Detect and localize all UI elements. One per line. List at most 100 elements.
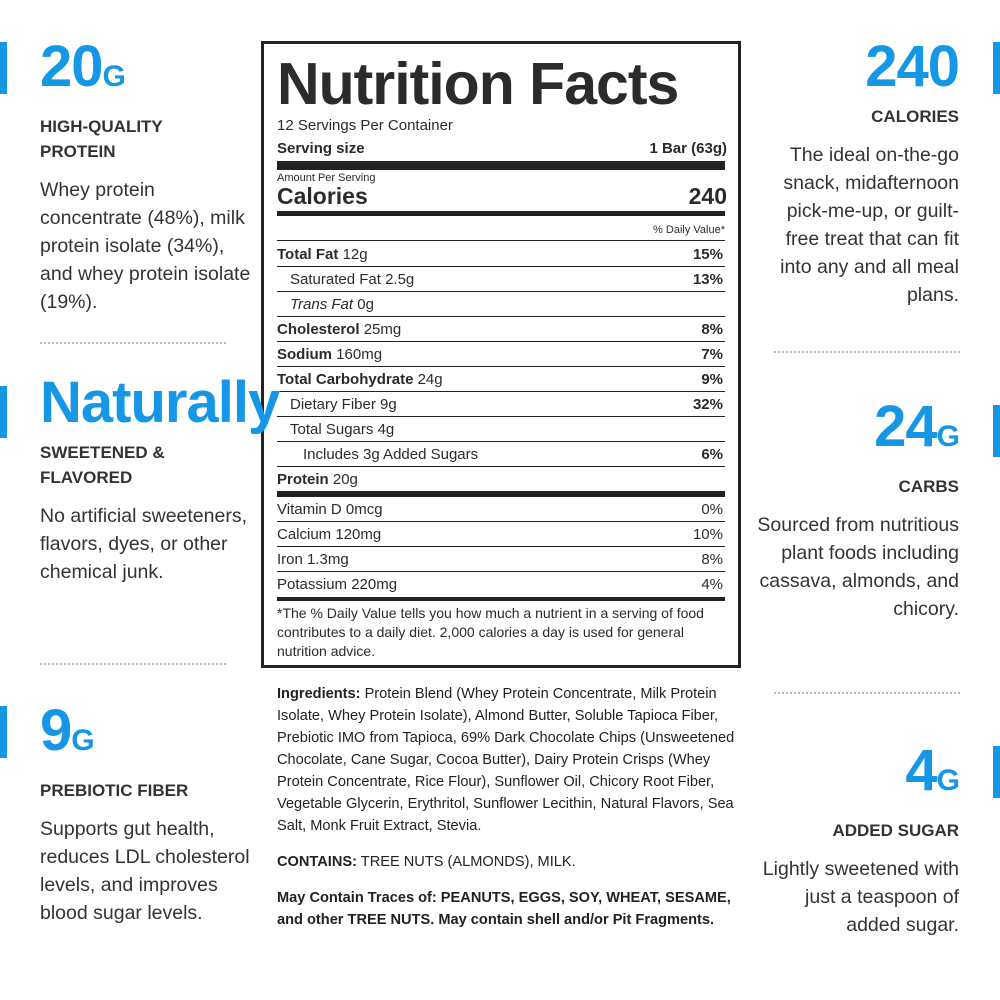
feature-number: 24 <box>874 394 938 459</box>
accent-bar <box>993 746 1000 798</box>
nutrient-row: Vitamin D 0mcg 0% <box>277 497 725 522</box>
nutrient-amount: 0g <box>357 296 374 313</box>
nutrient-amount: 1.3mg <box>307 551 349 568</box>
feature: 4G ADDED SUGAR Lightly sweetened with just… <box>754 738 960 939</box>
feature-number: 240 <box>865 34 960 99</box>
nutrient-name: Calcium <box>277 526 332 543</box>
feature-text: Supports gut health, reduces LDL cholest… <box>40 818 250 924</box>
footnote: *The % Daily Value tells you how much a … <box>277 605 704 659</box>
nutrient-name: Vitamin D <box>277 501 342 518</box>
daily-value: 32% <box>692 396 723 413</box>
nutrient-row: Trans Fat 0g <box>277 292 725 317</box>
nutrient-row: Total Sugars 4g <box>277 417 725 442</box>
nutrient-name: Iron <box>277 551 303 568</box>
nutrient-amount: 120mg <box>335 526 382 543</box>
accent-bar <box>0 42 7 94</box>
feature-heading: PREBIOTIC FIBER <box>40 781 189 800</box>
nutrient-row: Saturated Fat 2.5g 13% <box>277 267 725 292</box>
nutrient-row: Includes 3g Added Sugars 6% <box>277 442 725 467</box>
rule <box>277 161 725 170</box>
ingredient-text: CONTAINS: <box>277 854 357 870</box>
feature-heading: CALORIES <box>871 107 959 126</box>
feature: Naturally SWEETENED & FLAVORED No artifici… <box>40 370 280 586</box>
feature-value: 20G <box>40 34 255 110</box>
nutrient-name: Total Sugars <box>290 421 374 438</box>
nutrient-row: Cholesterol 25mg 8% <box>277 317 725 342</box>
feature-number: 20 <box>40 34 104 99</box>
ingredient-text: TREE NUTS (ALMONDS), MILK. <box>357 854 576 870</box>
ingredient-text: Protein Blend (Whey Protein Concentrate,… <box>277 686 735 834</box>
nutrient-row: Sodium 160mg 7% <box>277 342 725 367</box>
ingredient-text: Ingredients: <box>277 686 361 702</box>
feature-text: Lightly sweetened with just a teaspoon o… <box>762 858 959 936</box>
daily-value: 7% <box>701 346 723 363</box>
amount-per-serving: Amount Per Serving <box>277 172 376 184</box>
separator <box>774 351 960 353</box>
nutrient-amount: 2.5g <box>385 271 415 288</box>
daily-value: 10% <box>692 526 723 543</box>
nutrient-name: Trans Fat <box>290 296 354 313</box>
feature-text: Sourced from nutritious plant foods incl… <box>757 514 959 620</box>
feature-unit: G <box>71 724 94 757</box>
feature-value: Naturally <box>40 370 280 436</box>
nutrition-label: Nutrition Facts 12 Servings Per Containe… <box>261 41 741 668</box>
feature-number: 9 <box>40 698 72 763</box>
nutrient-amount: 20g <box>332 471 358 488</box>
rule <box>277 240 725 241</box>
rule <box>277 491 725 497</box>
feature-heading: CARBS <box>898 477 959 496</box>
daily-value: 15% <box>692 246 723 263</box>
nutrient-amount: 220mg <box>351 576 398 593</box>
feature-number: Naturally <box>40 370 280 435</box>
daily-value: 6% <box>701 446 723 463</box>
feature: 20G HIGH-QUALITY PROTEIN Whey protein conc… <box>40 34 255 316</box>
feature-value: 9G <box>40 698 255 774</box>
nutrient-amount: 24g <box>417 371 443 388</box>
feature: 9G PREBIOTIC FIBER Supports gut health, re… <box>40 698 255 927</box>
feature: 24G CARBS Sourced from nutritious plant fo… <box>754 394 960 623</box>
daily-value: 4% <box>701 576 723 593</box>
separator <box>40 342 226 344</box>
ingredient-paragraph: May Contain Traces of: PEANUTS, EGGS, SO… <box>277 887 737 931</box>
separator <box>40 663 226 665</box>
nutrient-row: Potassium 220mg 4% <box>277 572 725 596</box>
serving-size: 1 Bar (63g) <box>649 140 727 157</box>
daily-value: 8% <box>701 551 723 568</box>
daily-value: 0% <box>701 501 723 518</box>
nutrient-name: Protein <box>277 471 329 488</box>
nutrient-name: Includes 3g Added Sugars <box>303 446 479 463</box>
ingredient-paragraph: CONTAINS: TREE NUTS (ALMONDS), MILK. <box>277 851 737 873</box>
feature-value: 240 <box>754 34 960 100</box>
accent-bar <box>993 405 1000 457</box>
nutrient-row: Total Fat 12g 15% <box>277 242 725 267</box>
separator <box>774 692 960 694</box>
label-title: Nutrition Facts <box>277 51 679 117</box>
nutrient-row: Dietary Fiber 9g 32% <box>277 392 725 417</box>
ingredients: Ingredients: Protein Blend (Whey Protein… <box>277 683 737 945</box>
feature-value: 24G <box>754 394 960 470</box>
daily-value: 13% <box>692 271 723 288</box>
nutrient-row: Protein 20g <box>277 467 725 491</box>
feature-value: 4G <box>754 738 960 814</box>
nutrient-name: Total Carbohydrate <box>277 371 414 388</box>
accent-bar <box>0 706 7 758</box>
servings: 12 Servings Per Container <box>277 117 453 134</box>
nutrient-row: Calcium 120mg 10% <box>277 522 725 547</box>
feature: 240 CALORIES The ideal on-the-go snack, mi… <box>754 34 960 309</box>
nutrient-amount: 9g <box>380 396 397 413</box>
accent-bar <box>993 42 1000 94</box>
ingredient-text: May Contain Traces of: PEANUTS, EGGS, SO… <box>277 890 731 928</box>
accent-bar <box>0 386 7 438</box>
calories-label: Calories <box>277 183 368 209</box>
nutrient-amount: 25mg <box>363 321 402 338</box>
nutrient-amount: 160mg <box>336 346 383 363</box>
feature-unit: G <box>936 764 960 797</box>
feature-text: No artificial sweeteners, flavors, dyes,… <box>40 505 247 583</box>
nutrient-amount: 4g <box>377 421 395 438</box>
nutrient-name: Sodium <box>277 346 332 363</box>
nutrient-row: Iron 1.3mg 8% <box>277 547 725 572</box>
feature-unit: G <box>102 60 126 93</box>
nutrient-amount: 0mcg <box>345 501 383 518</box>
feature-heading: HIGH-QUALITY PROTEIN <box>40 117 163 161</box>
rule <box>277 597 725 601</box>
